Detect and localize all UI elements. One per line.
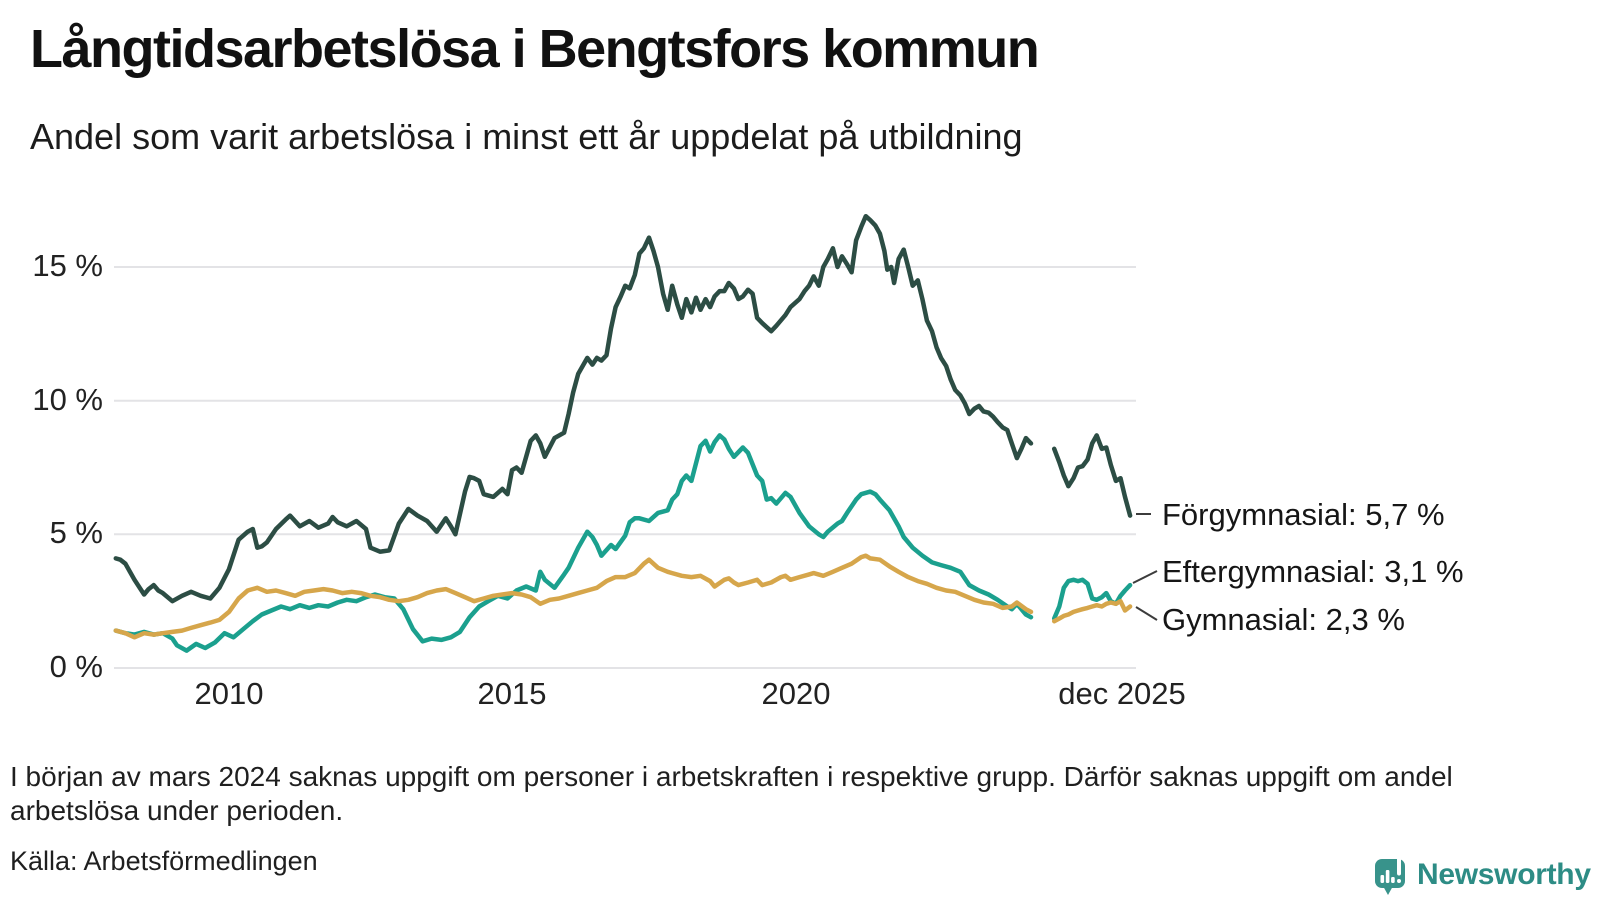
label-leader-line-3 [1135,606,1158,621]
y-axis-tick-label-5: 5 % [49,515,103,550]
x-axis-tick-label-2010: 2010 [194,676,264,711]
y-axis-tick-label-10: 10 % [32,382,103,417]
series-line-gymnasial-seg1 [113,553,1034,640]
newsworthy-speech-bubble-chart-icon [1375,856,1405,895]
label-leader-line-2 [1132,570,1158,584]
newsworthy-logo: Newsworthy [1374,853,1594,897]
y-axis-tick-label-15: 15 % [32,248,103,283]
newsworthy-logo-text: Newsworthy [1417,858,1591,891]
series-end-label-forgymnasial: Förgymnasial: 5,7 % [1162,497,1445,532]
x-axis-tick-label-dec-2025: dec 2025 [1058,676,1186,711]
x-axis-tick-label-2015: 2015 [477,676,547,711]
series-line-förgymnasial-seg2 [1051,433,1133,518]
series-end-label-eftergymnasial: Eftergymnasial: 3,1 % [1162,554,1464,589]
page-title: Långtidsarbetslösa i Bengtsfors kommun [30,19,1040,79]
y-axis-tick-label-0: 0 % [49,649,103,684]
series-line-förgymnasial-seg1 [113,213,1034,604]
x-axis-tick-label-2020: 2020 [761,676,831,711]
series-end-label-gymnasial: Gymnasial: 2,3 % [1162,602,1405,637]
page-subtitle: Andel som varit arbetslösa i minst ett å… [30,116,1023,157]
series-line-eftergymnasial-seg2 [1051,577,1133,621]
source-note: Källa: Arbetsförmedlingen [10,846,318,876]
footnote-text: I början av mars 2024 saknas uppgift om … [10,761,1453,827]
series-line-eftergymnasial-seg1 [113,433,1034,653]
series-line-gymnasial-seg2 [1051,598,1133,624]
